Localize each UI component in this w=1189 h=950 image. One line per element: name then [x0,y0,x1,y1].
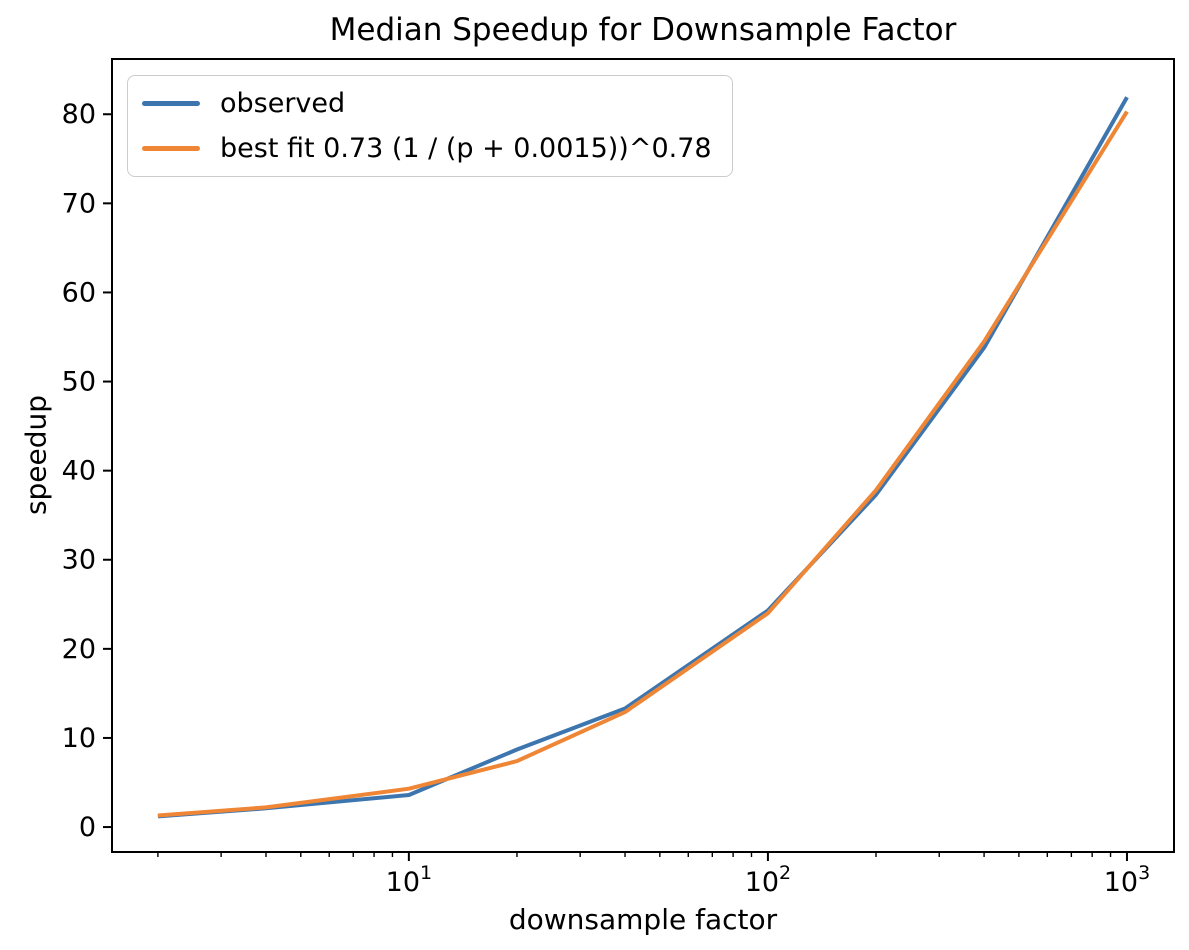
y-tick-label: 40 [62,456,96,487]
series-line-best-fit [157,110,1129,818]
y-tick-label: 0 [79,812,96,843]
plot-spines [111,58,1175,853]
legend-label-best-fit: best fit 0.73 (1 / (p + 0.0015))^0.78 [220,133,712,164]
y-tick-label: 70 [62,188,96,219]
legend-item-best-fit: best fit 0.73 (1 / (p + 0.0015))^0.78 [142,133,712,164]
y-tick-label: 10 [62,723,96,754]
y-tick-label: 20 [62,634,96,665]
y-axis-label: speedup [19,394,53,516]
legend: observed best fit 0.73 (1 / (p + 0.0015)… [127,75,733,177]
x-axis-label: downsample factor [508,903,778,936]
best-fit-line-swatch [142,146,200,151]
y-tick-label: 80 [62,99,96,130]
legend-item-observed: observed [142,88,712,119]
chart-title: Median Speedup for Downsample Factor [329,12,957,48]
observed-line-swatch [142,101,200,106]
y-tick-label: 60 [62,277,96,308]
x-tick-label: 101 [386,862,432,898]
series-line-observed [157,96,1129,819]
x-tick-label: 103 [1104,862,1150,898]
y-tick-label: 30 [62,545,96,576]
legend-label-observed: observed [220,88,346,119]
y-tick-label: 50 [62,367,96,398]
x-tick-label: 102 [745,862,791,898]
